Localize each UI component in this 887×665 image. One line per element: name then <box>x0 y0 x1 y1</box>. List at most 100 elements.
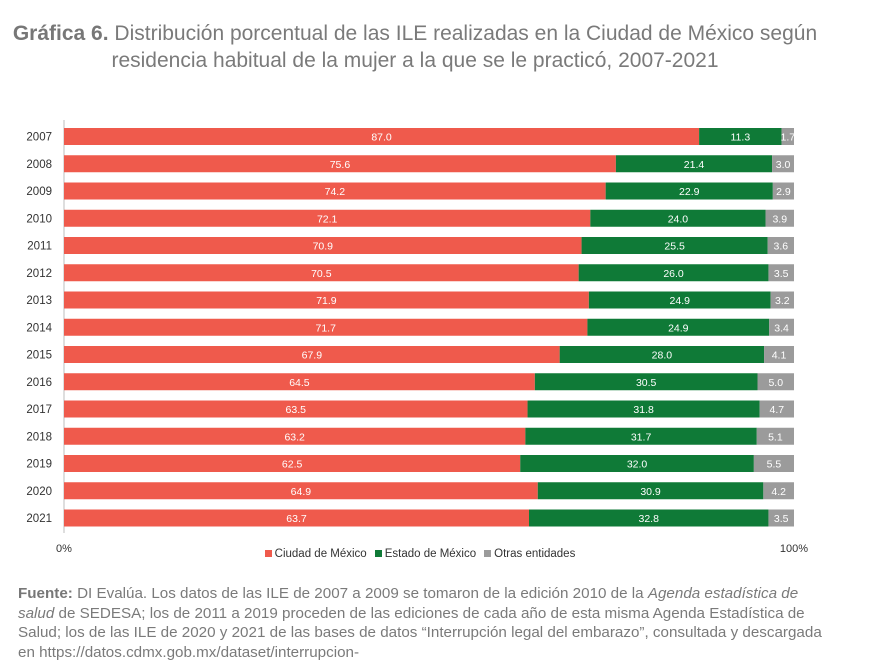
legend-item: Estado de México <box>374 548 477 560</box>
source-text-1: DI Evalúa. Los datos de las ILE de 2007 … <box>72 585 648 602</box>
bar-segment-0 <box>64 128 700 145</box>
source-italic: Agenda estadística de salud <box>18 585 799 622</box>
bar-segment-1 <box>590 209 766 227</box>
data-label: 70.9 <box>313 241 334 253</box>
bar-segment-2 <box>768 509 794 527</box>
bar-segment-0 <box>64 264 579 282</box>
y-tick-label: 2008 <box>26 159 52 171</box>
bar-segment-1 <box>537 482 764 500</box>
bar-segment-0 <box>64 209 591 227</box>
data-label: 24.9 <box>670 295 691 307</box>
stacked-bar-chart: 2007 87.0 11.3 1.7 2008 75.6 21.4 3.0 2009 74.2 22… <box>26 120 808 555</box>
data-label: 4.2 <box>771 486 786 498</box>
data-label: 5.5 <box>767 459 782 471</box>
data-label: 75.6 <box>330 159 351 171</box>
legend-item: Otras entidades <box>484 548 575 560</box>
bar-segment-2 <box>768 264 794 282</box>
data-label: 5.0 <box>768 377 783 389</box>
data-label: 3.0 <box>776 159 791 171</box>
legend-item: Ciudad de México <box>264 548 367 560</box>
data-label: 62.5 <box>282 459 303 471</box>
x-tick-label: 100% <box>780 543 808 555</box>
data-label: 2.9 <box>776 186 791 198</box>
data-label: 72.1 <box>317 213 338 225</box>
bar-segment-0 <box>64 400 528 418</box>
data-label: 67.9 <box>302 350 323 362</box>
bar-segment-1 <box>588 291 771 309</box>
y-tick-label: 2021 <box>26 513 52 525</box>
data-label: 24.0 <box>668 213 689 225</box>
bar-segment-2 <box>757 373 794 391</box>
data-label: 11.3 <box>731 132 751 144</box>
bar-segment-2 <box>759 400 794 418</box>
data-label: 63.2 <box>284 431 305 443</box>
data-label: 74.2 <box>325 186 346 198</box>
bar-segment-2 <box>769 318 794 336</box>
data-label: 70.5 <box>311 268 332 280</box>
data-label: 63.5 <box>286 404 307 416</box>
data-label: 1.7 <box>780 132 795 144</box>
bar-segment-1 <box>578 264 769 282</box>
bar-segment-0 <box>64 318 588 336</box>
data-label: 32.0 <box>627 459 648 471</box>
bar-segment-1 <box>520 455 754 472</box>
bar-segment-2 <box>753 455 794 472</box>
bar-segment-1 <box>581 237 768 254</box>
data-label: 3.9 <box>772 213 787 225</box>
bar-segment-2 <box>763 482 794 500</box>
bar-segment-1 <box>559 346 765 363</box>
data-label: 31.8 <box>633 404 654 416</box>
bar-segment-2 <box>770 291 794 309</box>
bar-segment-2 <box>772 155 794 173</box>
data-label: 30.5 <box>636 377 657 389</box>
y-tick-label: 2018 <box>26 431 52 443</box>
y-tick-label: 2010 <box>26 213 52 225</box>
data-label: 5.1 <box>768 431 783 443</box>
data-label: 64.9 <box>291 486 312 498</box>
chart-legend: Ciudad de México Estado de México Otras en… <box>0 548 840 560</box>
y-tick-label: 2020 <box>26 486 52 498</box>
legend-label: Otras entidades <box>494 548 576 560</box>
legend-swatch <box>374 550 382 557</box>
source-lead: Fuente: <box>18 585 73 602</box>
bar-segment-0 <box>64 237 582 254</box>
data-label: 4.1 <box>772 350 787 362</box>
y-tick-label: 2009 <box>26 186 52 198</box>
data-label: 3.4 <box>774 322 789 334</box>
data-label: 87.0 <box>371 132 392 144</box>
source-note: Fuente: DI Evalúa. Los datos de las ILE … <box>18 584 828 662</box>
data-label: 21.4 <box>684 159 705 171</box>
data-label: 3.5 <box>774 268 789 280</box>
data-label: 32.8 <box>639 513 660 525</box>
bar-segment-0 <box>64 155 616 173</box>
x-tick-label: 0% <box>56 543 72 555</box>
bar-segment-0 <box>64 373 535 391</box>
bar-segment-2 <box>772 182 794 200</box>
data-label: 71.7 <box>315 322 336 334</box>
bar-segment-1 <box>587 318 770 336</box>
bar-segment-1 <box>615 155 773 173</box>
bar-segment-1 <box>525 427 757 445</box>
bar-segment-1 <box>605 182 773 200</box>
source-text-2: de SEDESA; los de 2011 a 2019 proceden d… <box>18 604 822 661</box>
legend-label: Estado de México <box>384 548 477 560</box>
data-label: 25.5 <box>664 241 685 253</box>
bar-segment-1 <box>527 400 760 418</box>
bar-segment-1 <box>534 373 758 391</box>
bar-segment-1 <box>529 509 769 527</box>
bar-segment-0 <box>64 482 538 500</box>
data-label: 24.9 <box>668 322 689 334</box>
y-tick-label: 2007 <box>26 132 52 144</box>
data-label: 22.9 <box>679 186 700 198</box>
bar-segment-0 <box>64 346 560 363</box>
y-tick-label: 2013 <box>26 295 52 307</box>
bar-segment-2 <box>765 209 794 227</box>
data-label: 63.7 <box>286 513 307 525</box>
bar-segment-2 <box>764 346 794 363</box>
data-label: 3.6 <box>774 241 789 253</box>
bar-segment-2 <box>781 128 794 145</box>
y-tick-label: 2017 <box>26 404 52 416</box>
chart-title: Gráfica 6. Distribución porcentual de la… <box>0 20 830 74</box>
bar-segment-0 <box>64 509 530 527</box>
y-tick-label: 2012 <box>26 268 52 280</box>
